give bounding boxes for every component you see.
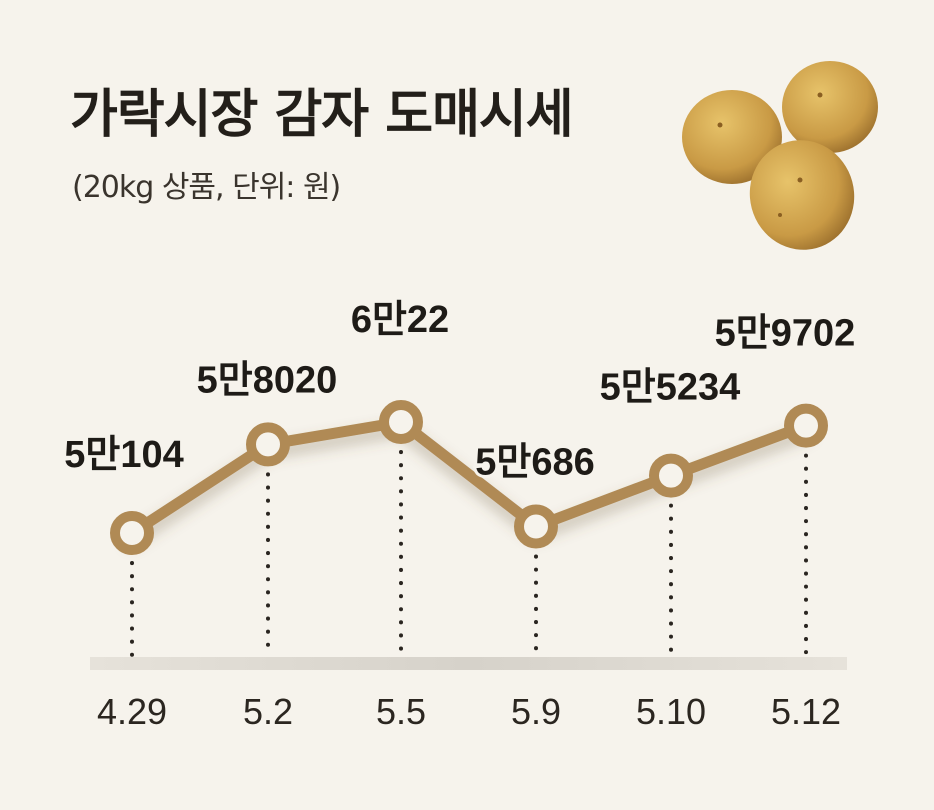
x-tick-label: 5.5 [376, 691, 426, 732]
x-tick-label: 5.9 [511, 691, 561, 732]
x-tick-label: 4.29 [97, 691, 167, 732]
data-point [784, 403, 828, 448]
data-label: 6만22 [351, 299, 449, 341]
series-line [126, 416, 812, 539]
x-tick-label: 5.10 [636, 691, 706, 732]
data-point [514, 504, 558, 549]
data-label: 5만5234 [600, 367, 741, 409]
data-label: 5만104 [64, 434, 184, 476]
potatoes-illustration [682, 61, 878, 250]
chart-title: 가락시장 감자 도매시세 [70, 85, 574, 145]
data-point [379, 400, 423, 444]
data-point [110, 511, 154, 555]
data-label: 5만686 [475, 441, 595, 483]
x-tick-label: 5.12 [771, 691, 841, 732]
x-axis-baseline [90, 657, 847, 670]
data-label: 5만9702 [715, 313, 856, 355]
data-point [649, 453, 693, 498]
data-point [246, 422, 290, 467]
chart-subtitle: (20kg 상품, 단위: 원) [72, 170, 341, 205]
x-tick-label: 5.2 [243, 691, 293, 732]
data-label: 5만8020 [197, 359, 338, 401]
